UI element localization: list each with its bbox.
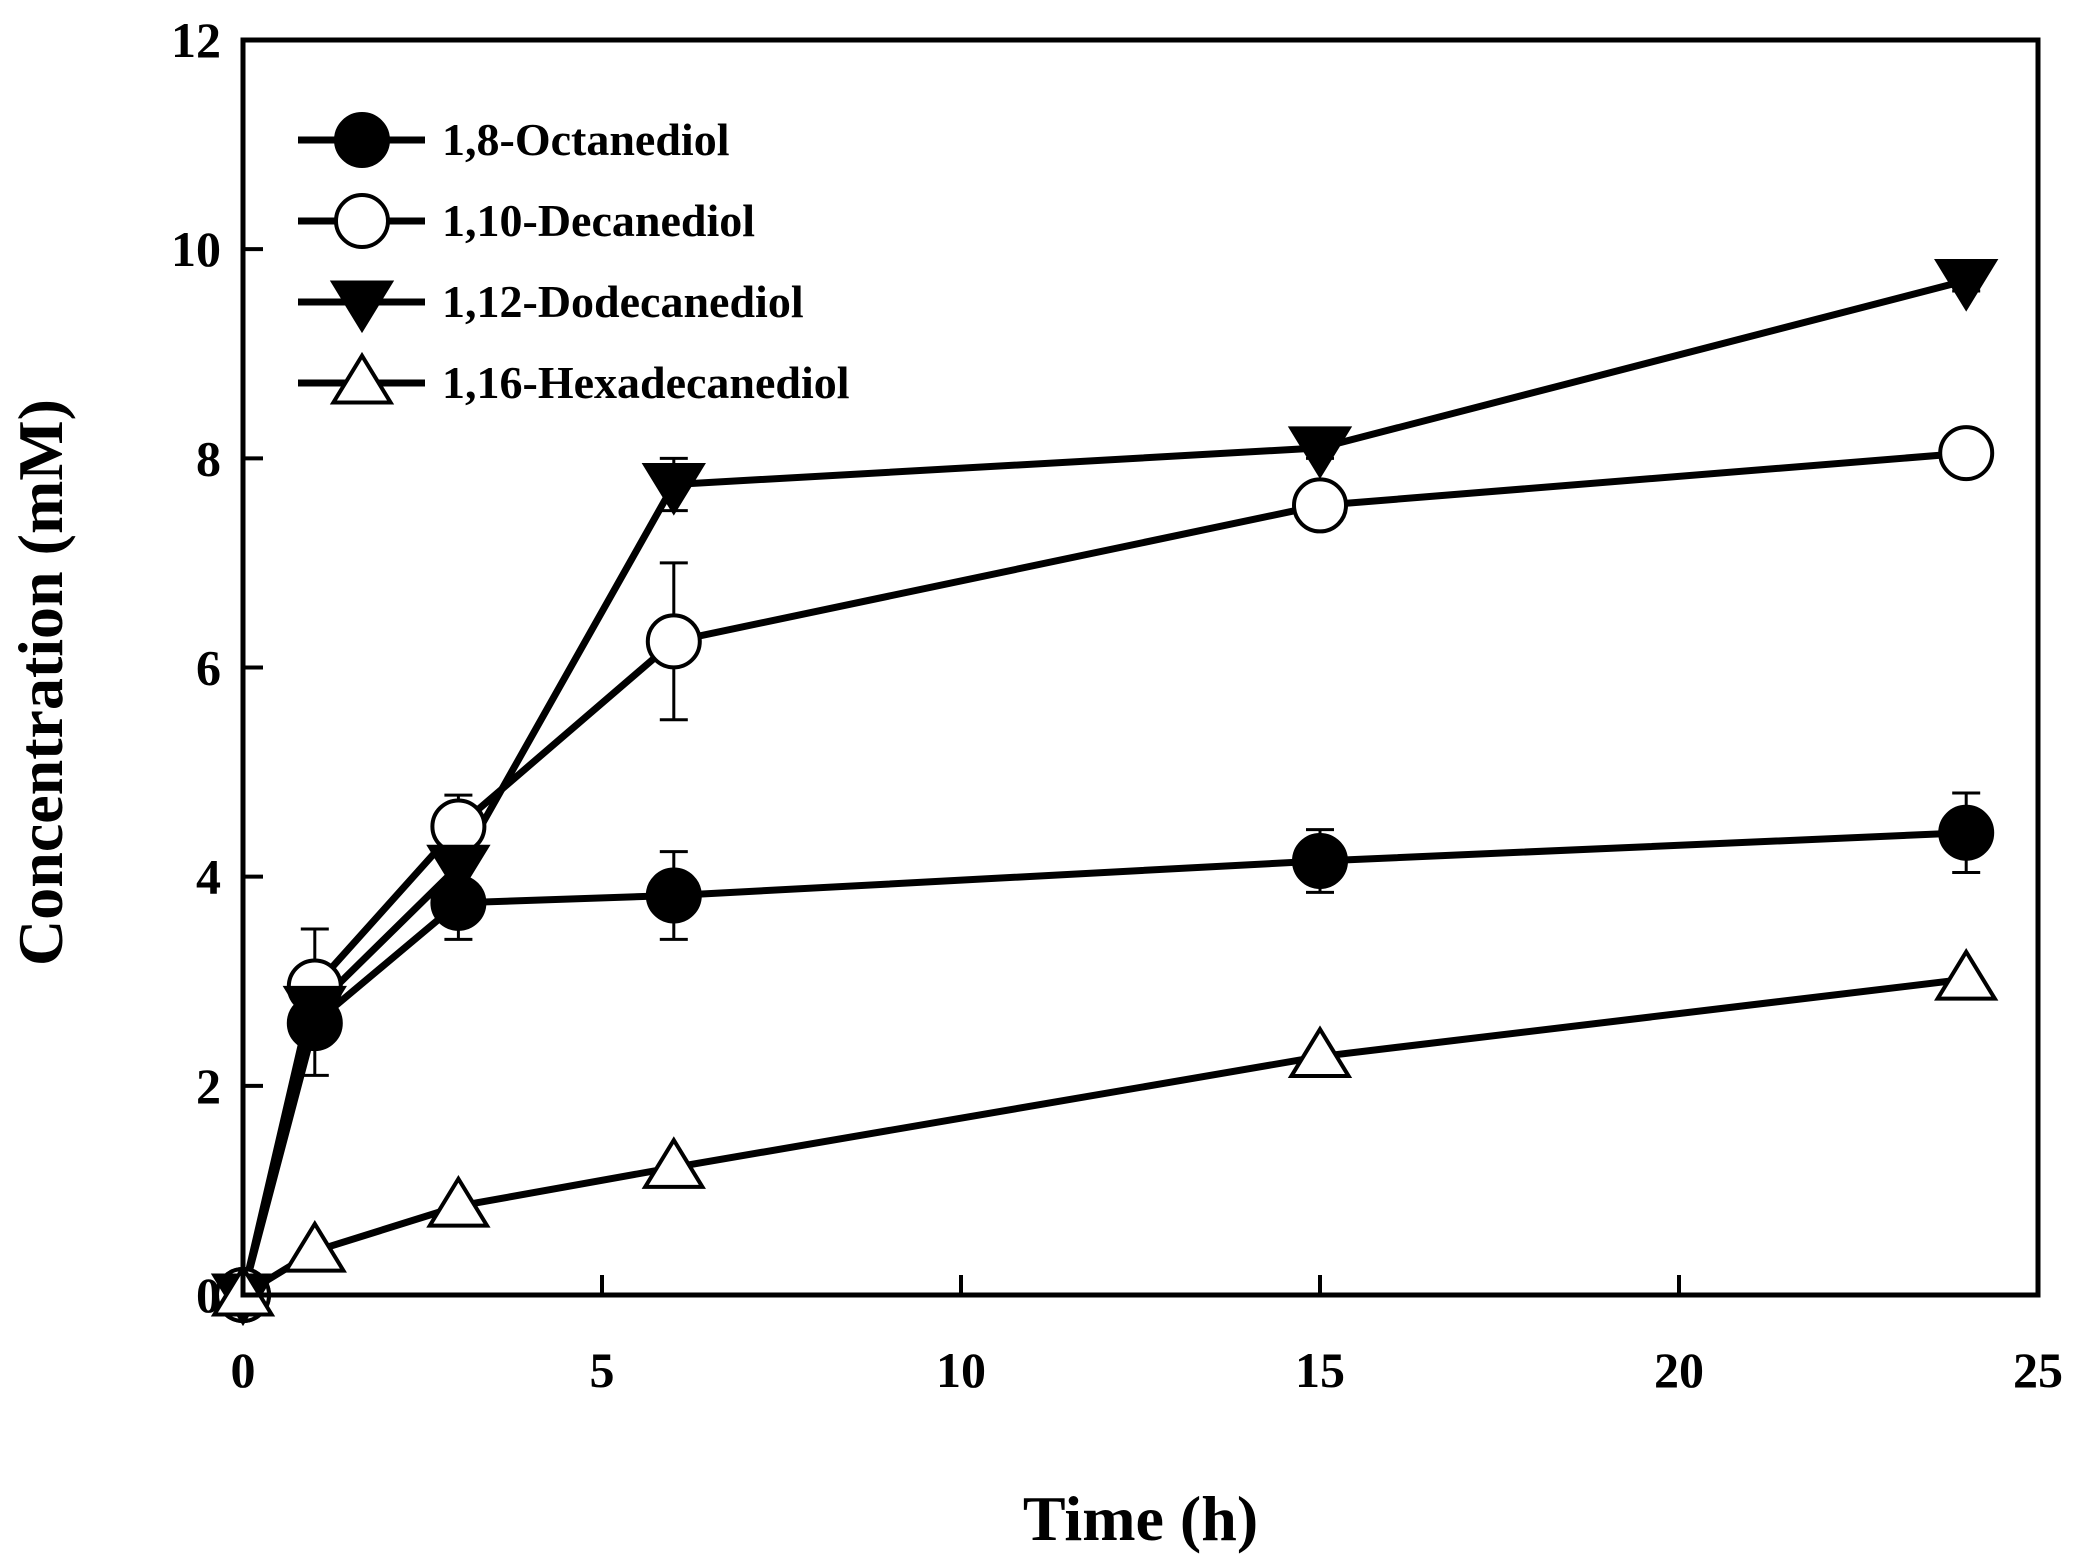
y-tick-label: 10 (171, 221, 221, 277)
axis-ticks (241, 38, 2040, 1297)
legend-marker (329, 280, 395, 334)
legend-item-4: 1,16-Hexadecanediol (298, 351, 850, 408)
y-axis-title: Concentration (mM) (5, 399, 76, 966)
x-axis-title: Time (h) (1023, 1483, 1258, 1554)
legend-item-1: 1,8-Octanediol (298, 112, 729, 168)
x-tick-label: 15 (1295, 1342, 1345, 1398)
y-tick-label: 2 (196, 1058, 221, 1114)
data-point (1287, 426, 1353, 480)
data-point (641, 462, 706, 516)
data-point (430, 798, 487, 855)
data-point (282, 985, 347, 1039)
legend-marker (329, 351, 395, 405)
y-tick-label: 8 (196, 430, 221, 486)
data-point (645, 613, 702, 670)
series-line-3 (239, 277, 1968, 1296)
legend-marker (334, 112, 390, 168)
data-point (1287, 1025, 1353, 1079)
series-line-1 (239, 829, 1967, 1296)
legend-label: 1,8-Octanediol (442, 114, 729, 165)
series-lines (239, 277, 1968, 1298)
axis-tick-labels: 0 5 10 15 20 25 0 2 4 6 8 10 12 (171, 12, 2063, 1398)
legend-marker (334, 193, 390, 249)
legend-item-3: 1,12-Dodecanediol (298, 276, 804, 334)
data-point (1292, 832, 1348, 889)
data-point (426, 1174, 491, 1228)
data-point (1938, 804, 1995, 861)
series-markers (210, 259, 1999, 1327)
data-point (1934, 259, 1999, 312)
y-tick-label: 4 (196, 849, 221, 905)
data-point (645, 867, 702, 924)
data-point (282, 1219, 347, 1273)
y-tick-label: 6 (196, 640, 221, 696)
legend-label: 1,10-Decanediol (442, 195, 755, 246)
x-tick-label: 25 (2013, 1342, 2063, 1398)
legend-item-2: 1,10-Decanediol (298, 193, 755, 249)
x-tick-label: 10 (936, 1342, 986, 1398)
x-tick-label: 0 (231, 1342, 256, 1398)
data-point (1292, 477, 1348, 534)
data-point (1934, 948, 1999, 1001)
data-point (426, 844, 491, 898)
y-tick-label: 12 (171, 12, 221, 68)
x-tick-label: 20 (1654, 1342, 1704, 1398)
data-point (1938, 425, 1995, 482)
legend-label: 1,12-Dodecanediol (442, 276, 804, 327)
legend: 1,8-Octanediol 1,10-Decanediol 1,12-Dodeca… (298, 112, 850, 408)
y-tick-label: 0 (196, 1267, 221, 1323)
series-line-4 (241, 975, 1967, 1298)
legend-label: 1,16-Hexadecanediol (442, 357, 850, 408)
x-tick-label: 5 (590, 1342, 615, 1398)
data-point (641, 1136, 706, 1189)
